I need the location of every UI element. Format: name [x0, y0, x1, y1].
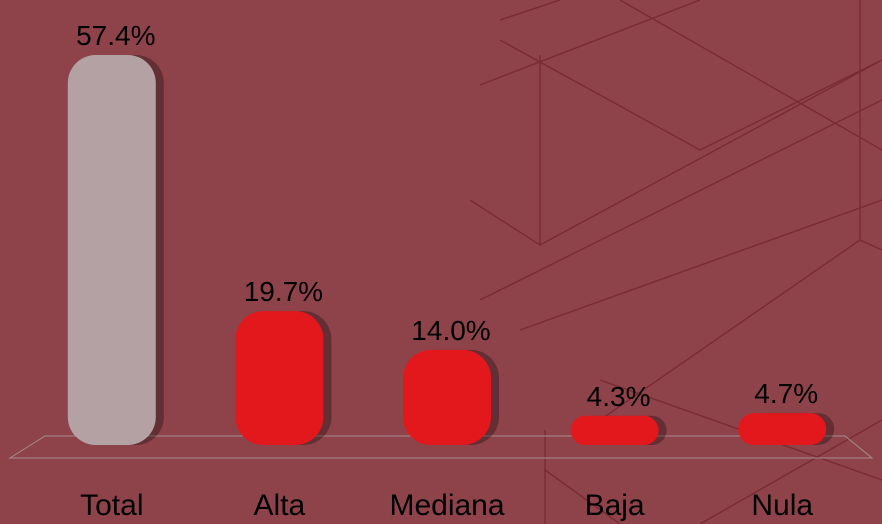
- floor: [8, 435, 874, 459]
- value-label: 14.0%: [411, 315, 490, 346]
- value-label: 57.4%: [76, 20, 155, 51]
- bar: [67, 55, 156, 445]
- value-label: 19.7%: [244, 276, 323, 307]
- value-label: 4.7%: [754, 378, 818, 409]
- x-tick-label: Nula: [751, 489, 813, 522]
- x-tick-label: Total: [80, 489, 143, 522]
- x-tick-label: Baja: [585, 489, 645, 522]
- bar: [235, 311, 324, 445]
- x-tick-label: Mediana: [389, 489, 504, 522]
- bar: [570, 415, 659, 445]
- value-label: 4.3%: [587, 381, 651, 412]
- bar: [738, 413, 827, 445]
- bar: [403, 349, 491, 445]
- x-tick-label: Alta: [254, 489, 306, 522]
